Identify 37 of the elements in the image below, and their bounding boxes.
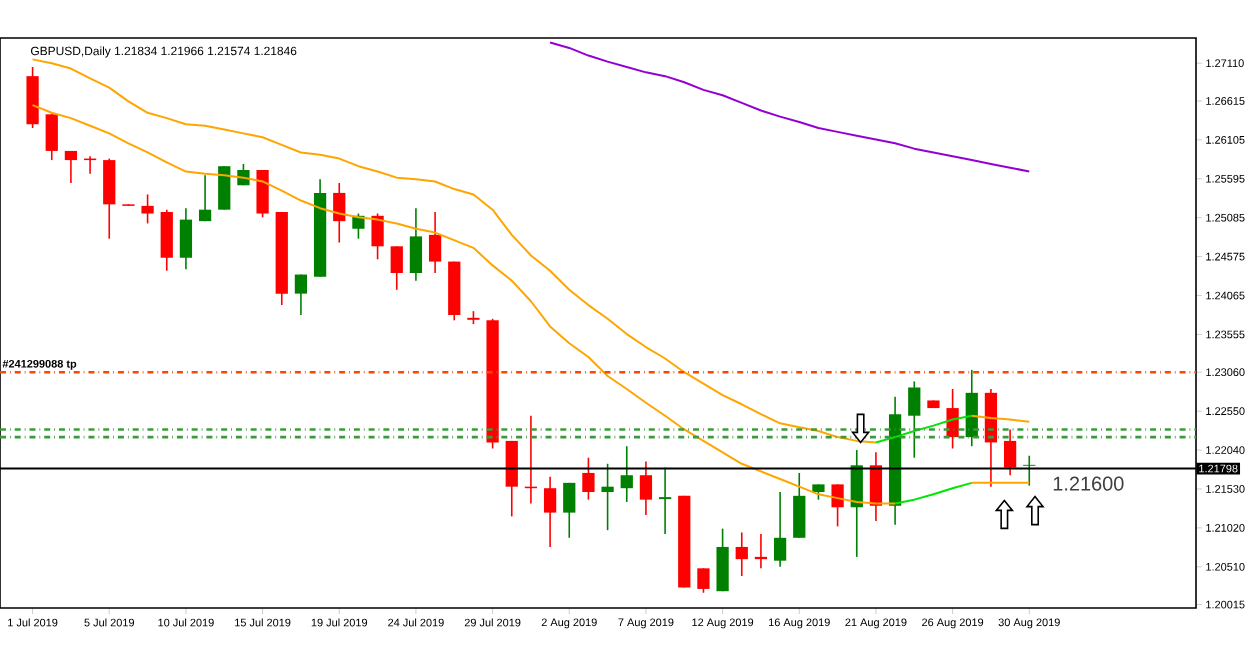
candlestick (428, 211, 442, 274)
candlestick (657, 466, 673, 535)
candlestick (1023, 454, 1036, 487)
candlestick (141, 193, 154, 225)
candlestick (735, 531, 748, 577)
candlestick (505, 440, 518, 518)
candlestick (45, 113, 58, 161)
candlestick (773, 491, 787, 568)
candlestick (908, 380, 921, 459)
candlestick (563, 482, 576, 539)
candlestick (639, 460, 653, 516)
candlestick (409, 207, 423, 282)
candlestick (294, 273, 308, 316)
candlestick (256, 169, 269, 219)
candlestick (1003, 428, 1017, 477)
candlestick (601, 462, 614, 531)
candlestick (850, 449, 863, 558)
candlestick (869, 451, 883, 522)
candlestick (160, 208, 173, 272)
annotation: 1.21600 (1053, 476, 1124, 491)
candlestick (64, 150, 78, 184)
candlestick (218, 165, 231, 211)
candlestick (103, 157, 116, 240)
candlestick (793, 472, 806, 539)
candlestick (716, 527, 729, 593)
candlestick (333, 182, 346, 244)
candlestick (543, 475, 557, 548)
line-series (894, 481, 973, 505)
candlestick (582, 456, 595, 501)
candlestick (198, 174, 212, 222)
candlestick (697, 567, 710, 594)
line-series (549, 41, 1031, 173)
candlestick (620, 445, 633, 503)
candlestick (371, 212, 384, 261)
candlestick (390, 245, 403, 291)
candlestick (831, 483, 844, 528)
candlestick (179, 207, 193, 270)
